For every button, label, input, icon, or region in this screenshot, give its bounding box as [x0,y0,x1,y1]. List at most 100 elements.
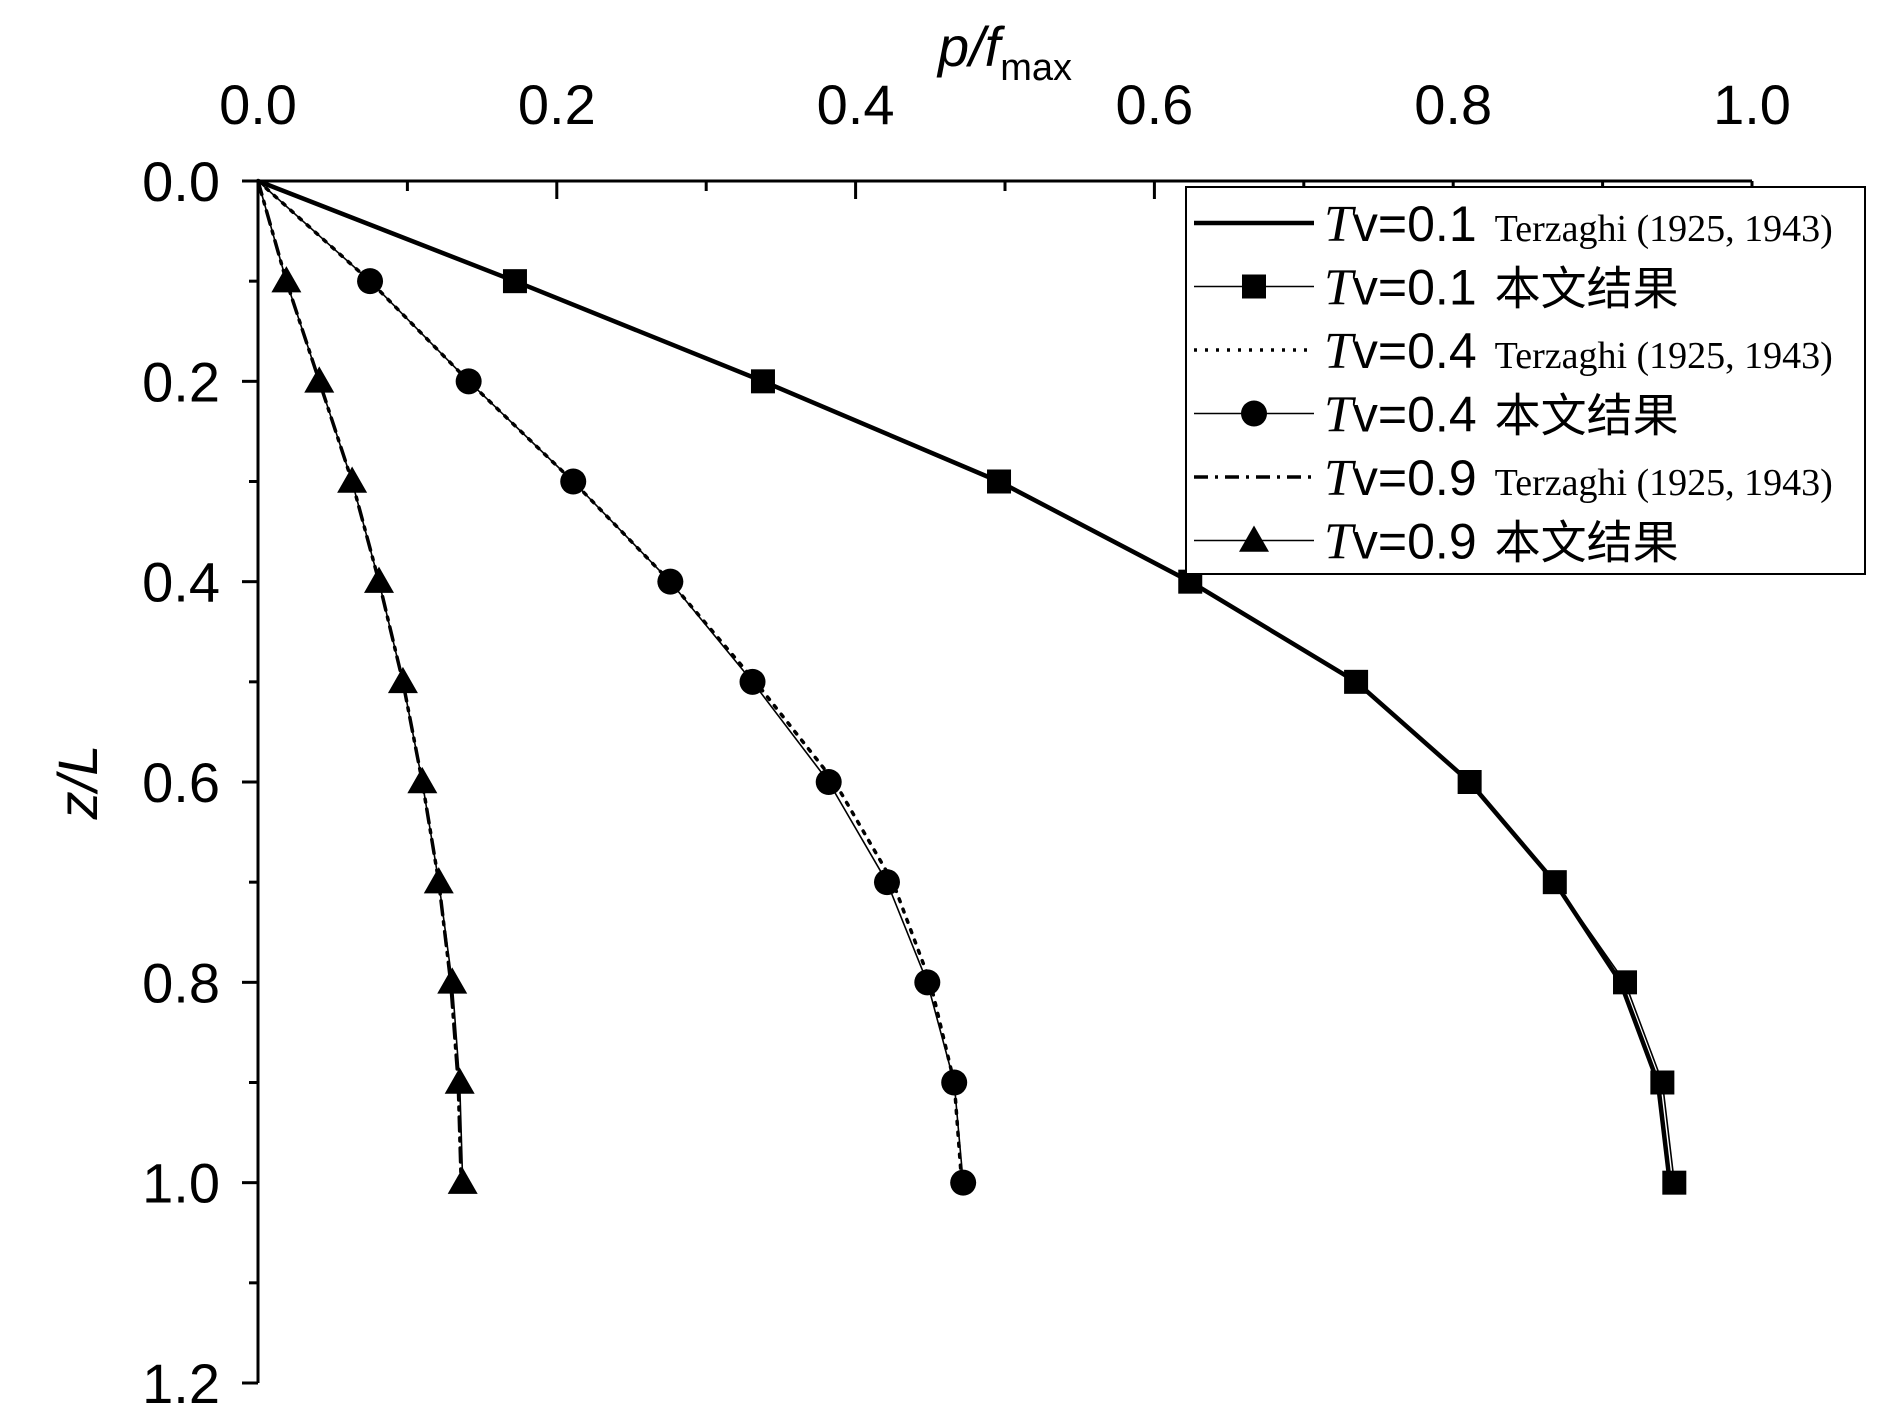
circle-marker [873,869,900,896]
legend-box [1185,186,1866,575]
legend-label-symbol: T [1324,450,1356,507]
square-marker [1542,870,1567,895]
square-marker [1242,274,1266,299]
triangle-marker [271,266,302,293]
legend-label-subscript: v [1353,514,1378,570]
y-tick-label: 0.0 [142,150,220,213]
square-marker [1662,1170,1687,1195]
circle-marker [657,568,684,595]
legend-label-ref: Terzaghi (1925, 1943) [1495,208,1833,250]
legend-label-value: =0.4 [1378,323,1477,379]
series-group [257,180,977,1196]
square-marker [1457,770,1482,794]
y-tick-label: 0.4 [142,551,220,614]
legend-label-value: =0.4 [1378,387,1477,443]
y-tick-label: 1.0 [142,1152,220,1215]
series-group [256,179,964,1185]
circle-marker [1241,400,1267,427]
legend-label: Tv=0.4 Terzaghi (1925, 1943) [1324,323,1833,380]
legend-item: Tv=0.4 本文结果 [1194,387,1679,444]
series-line [257,180,464,1184]
circle-marker [950,1169,977,1196]
x-tick-label: 0.6 [1115,73,1193,136]
legend-label-value: =0.1 [1378,196,1477,252]
x-tick-label: 0.8 [1414,73,1492,136]
legend-label-ref: Terzaghi (1925, 1943) [1495,462,1833,504]
triangle-marker [407,767,438,794]
circle-marker [739,668,766,695]
circle-marker [560,468,587,495]
series-group [257,180,1687,1195]
legend-label: Tv=0.9 Terzaghi (1925, 1943) [1324,450,1833,507]
legend-label-ref: Terzaghi (1925, 1943) [1495,335,1833,377]
legend-label: Tv=0.1 Terzaghi (1925, 1943) [1324,196,1833,253]
series-layer [255,178,1687,1196]
x-tick-label: 1.0 [1713,73,1791,136]
legend-label: Tv=0.1 本文结果 [1324,260,1679,317]
triangle-marker [387,666,418,694]
legend-label-symbol: T [1324,260,1356,317]
legend: Tv=0.1 Terzaghi (1925, 1943)Tv=0.1 本文结果Tv=… [1185,186,1866,575]
legend-label-symbol: T [1324,196,1356,253]
circle-marker [455,368,482,395]
legend-label-symbol: T [1324,387,1356,444]
series-line [256,179,463,1185]
triangle-marker [1239,525,1269,552]
y-tick-label: 0.2 [142,350,220,413]
legend-label-symbol: T [1324,323,1356,380]
legend-label-value: =0.9 [1378,514,1477,570]
square-marker [1613,970,1638,995]
triangle-marker [444,1067,475,1094]
triangle-marker [423,867,454,894]
series-group [256,179,463,1185]
legend-label-ref: 本文结果 [1495,262,1679,316]
circle-marker [357,268,384,295]
triangle-marker [337,466,368,493]
y-tick-label: 0.6 [142,751,220,814]
circle-marker [815,769,842,795]
legend-label-subscript: v [1353,323,1378,379]
y-tick-label: 0.8 [142,951,220,1014]
legend-label-value: =0.9 [1378,450,1477,506]
square-marker [987,469,1012,494]
legend-item: Tv=0.1 Terzaghi (1925, 1943) [1194,196,1833,253]
legend-label-symbol: T [1324,514,1356,571]
legend-item: Tv=0.1 本文结果 [1194,260,1679,317]
x-tick-label: 0.0 [219,73,297,136]
legend-label: Tv=0.9 本文结果 [1324,514,1679,571]
triangle-marker [437,967,468,994]
x-axis-title-sub: max [1000,47,1072,89]
legend-label: Tv=0.4 本文结果 [1324,387,1679,444]
legend-label-subscript: v [1353,387,1378,443]
triangle-marker [364,566,395,593]
series-line [256,179,964,1185]
x-axis-title-main: p/f [936,15,1006,78]
circle-marker [914,969,941,996]
square-marker [502,269,527,294]
triangle-marker [304,366,335,393]
y-tick-label: 1.2 [142,1352,220,1404]
triangle-marker [447,1167,478,1194]
legend-item: Tv=0.4 Terzaghi (1925, 1943) [1194,323,1833,380]
legend-label-ref: 本文结果 [1495,389,1679,443]
y-axis-title: z/L [46,745,109,821]
square-marker [1650,1070,1675,1095]
square-marker [1344,669,1369,694]
legend-label-subscript: v [1353,196,1378,252]
series-line [257,180,965,1184]
series-group [257,180,478,1194]
legend-label-subscript: v [1353,450,1378,506]
circle-marker [941,1069,968,1096]
axes-layer: 0.0 0.2 0.4 0.6 0.8 1.0 0.0 0.2 0.4 0.6 0.8 1.0 1.2 [142,73,1791,1409]
x-axis-title: p/fmax [936,15,1072,89]
square-marker [750,369,775,394]
x-tick-label: 0.4 [817,73,895,136]
legend-item: Tv=0.9 本文结果 [1194,514,1679,571]
x-tick-label: 0.2 [518,73,596,136]
legend-label-value: =0.1 [1378,260,1477,316]
legend-label-ref: 本文结果 [1495,516,1679,570]
legend-item: Tv=0.9 Terzaghi (1925, 1943) [1194,450,1833,507]
legend-label-subscript: v [1353,260,1378,316]
